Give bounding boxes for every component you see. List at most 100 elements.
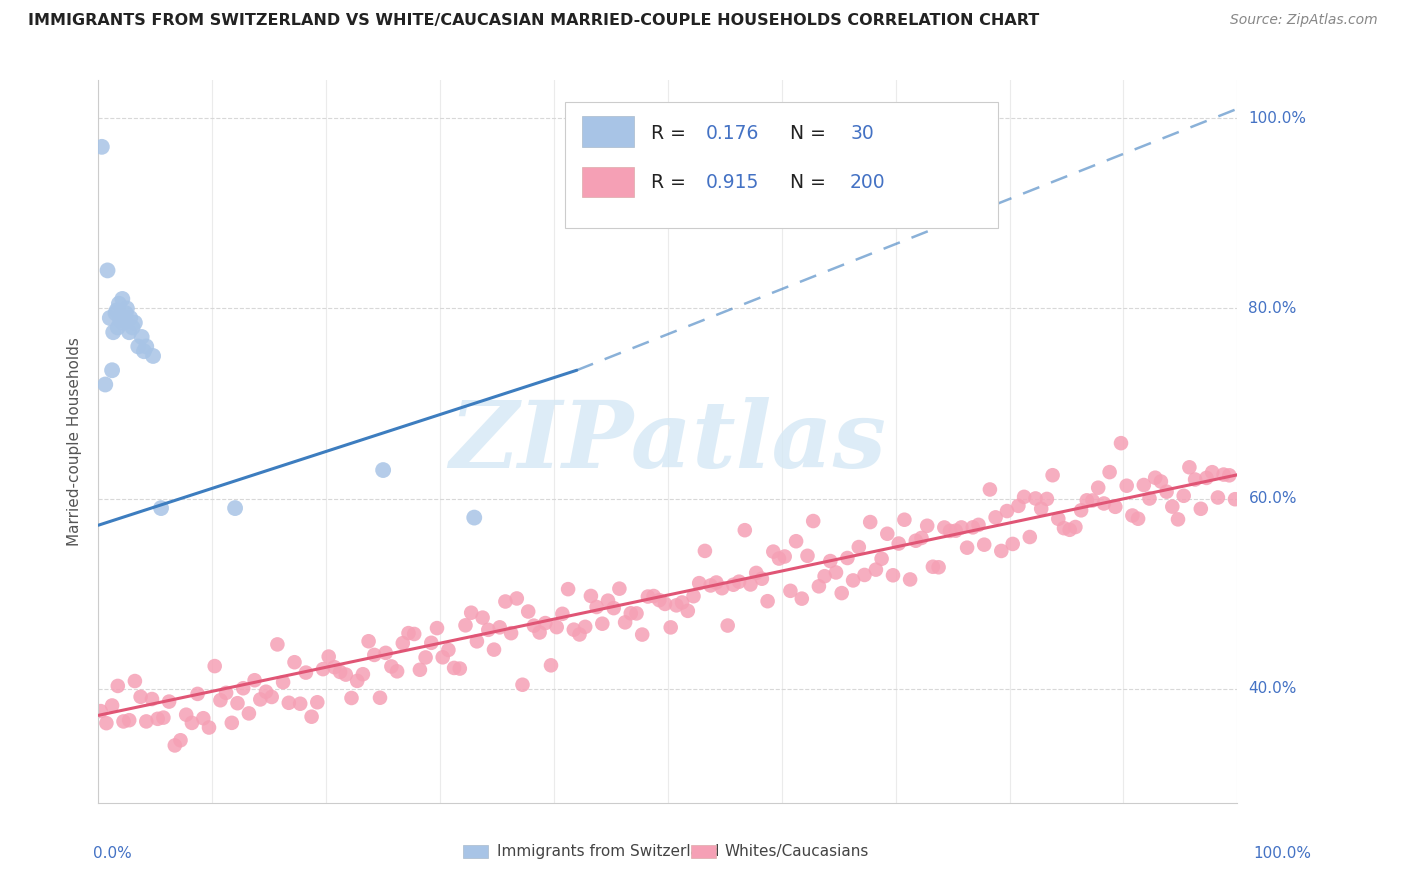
Point — [523, 618, 546, 632]
Point — [415, 650, 437, 665]
Point — [939, 524, 962, 538]
Point — [1012, 490, 1035, 504]
Point — [90, 704, 112, 718]
Point — [477, 623, 499, 637]
Point — [114, 310, 136, 325]
Point — [107, 679, 129, 693]
Point — [131, 330, 153, 344]
Point — [1024, 491, 1046, 506]
Point — [562, 623, 585, 637]
Text: ZIPatlas: ZIPatlas — [450, 397, 886, 486]
Point — [124, 316, 146, 330]
Bar — [690, 846, 716, 858]
Point — [676, 604, 699, 618]
Point — [266, 637, 288, 651]
Point — [482, 642, 505, 657]
Point — [460, 606, 482, 620]
Point — [1178, 460, 1201, 475]
Point — [785, 534, 807, 549]
Point — [249, 692, 271, 706]
Point — [734, 523, 756, 537]
Point — [118, 325, 141, 339]
Point — [967, 517, 990, 532]
Point — [973, 538, 995, 552]
Point — [437, 643, 460, 657]
Point — [127, 339, 149, 353]
Point — [876, 526, 898, 541]
Point — [329, 665, 352, 679]
Point — [193, 711, 215, 725]
Point — [398, 626, 420, 640]
Text: 100.0%: 100.0% — [1253, 847, 1312, 861]
Point — [591, 616, 613, 631]
Point — [1189, 501, 1212, 516]
Point — [1167, 512, 1189, 526]
Point — [915, 518, 938, 533]
Point — [723, 578, 745, 592]
Point — [602, 601, 624, 615]
Y-axis label: Married-couple Households: Married-couple Households — [67, 337, 83, 546]
Point — [773, 549, 796, 564]
Point — [105, 303, 128, 318]
Point — [335, 667, 357, 681]
Point — [494, 594, 516, 608]
Point — [984, 510, 1007, 524]
Point — [120, 310, 142, 325]
Point — [363, 648, 385, 662]
Point — [1223, 492, 1246, 507]
Point — [1201, 465, 1223, 479]
Point — [928, 560, 950, 574]
Text: 80.0%: 80.0% — [1249, 301, 1296, 316]
Point — [232, 681, 254, 696]
Point — [768, 551, 790, 566]
Point — [1195, 471, 1218, 485]
Point — [118, 713, 141, 727]
Point — [820, 554, 842, 568]
Point — [346, 673, 368, 688]
Point — [807, 579, 830, 593]
Point — [307, 695, 329, 709]
Point — [837, 551, 859, 566]
Point — [831, 586, 853, 600]
Point — [204, 659, 226, 673]
Point — [609, 582, 631, 596]
Point — [995, 504, 1018, 518]
Point — [620, 607, 643, 621]
Point — [751, 572, 773, 586]
Point — [169, 733, 191, 747]
Bar — [463, 846, 488, 858]
Point — [112, 714, 135, 729]
Point — [1036, 491, 1059, 506]
Point — [374, 646, 396, 660]
Point — [1081, 493, 1104, 508]
Point — [404, 627, 426, 641]
Point — [108, 296, 131, 310]
Point — [301, 709, 323, 723]
Point — [368, 690, 391, 705]
Point — [1018, 530, 1040, 544]
Point — [1059, 523, 1081, 537]
Point — [887, 536, 910, 550]
Point — [682, 589, 704, 603]
Point — [463, 510, 485, 524]
Point — [1121, 508, 1143, 523]
Point — [101, 698, 124, 713]
Point — [96, 263, 118, 277]
Point — [1098, 465, 1121, 479]
Point — [283, 655, 305, 669]
Point — [1218, 468, 1240, 483]
Point — [1007, 499, 1029, 513]
Point — [115, 301, 138, 316]
Point — [471, 610, 494, 624]
Point — [129, 690, 152, 704]
Point — [756, 594, 779, 608]
Point — [796, 549, 818, 563]
Point — [277, 696, 299, 710]
Point — [568, 627, 591, 641]
Point — [271, 675, 294, 690]
Point — [198, 721, 221, 735]
Point — [1150, 475, 1173, 489]
Point — [238, 706, 260, 721]
Point — [385, 665, 408, 679]
Point — [98, 310, 121, 325]
